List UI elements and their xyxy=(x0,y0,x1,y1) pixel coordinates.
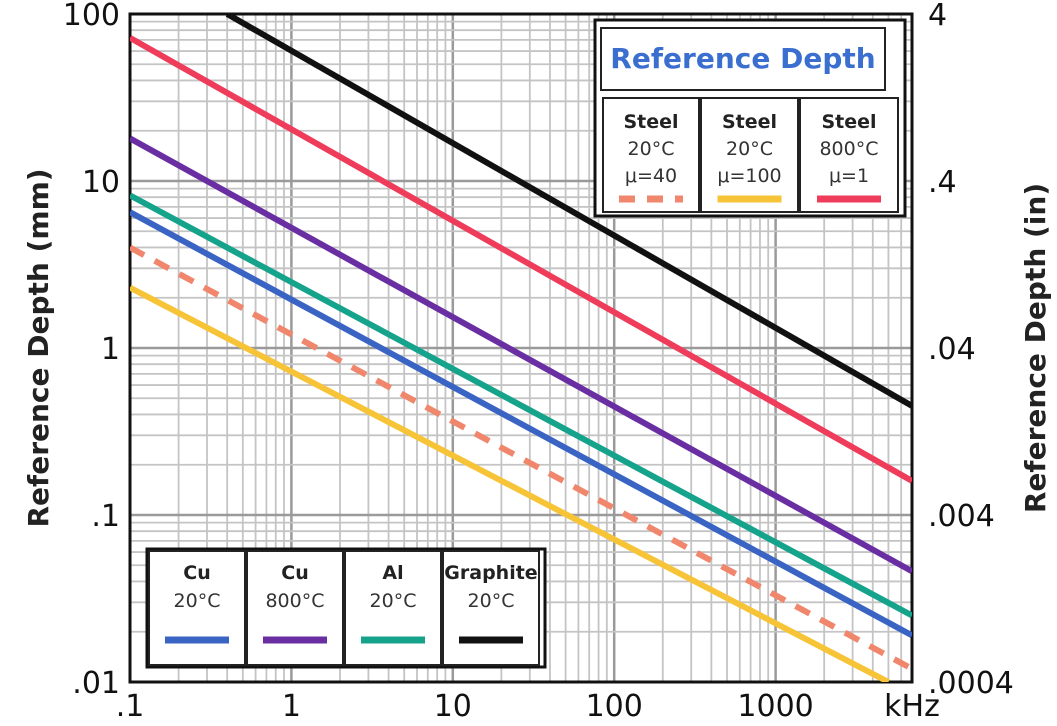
legend-top-line1: Steel xyxy=(722,111,777,133)
legend-top-cell xyxy=(602,97,700,213)
plot-border xyxy=(128,12,914,684)
legend-top-cell xyxy=(700,97,799,213)
x-tick-label: 1000 xyxy=(737,689,813,724)
series-line-steel-20-c-40 xyxy=(130,244,912,672)
y-tick-label: .1 xyxy=(91,499,120,534)
series-line-graphite-20-c xyxy=(225,14,912,409)
y-tick-label: 100 xyxy=(63,0,120,33)
legend-top-line1: Steel xyxy=(623,111,678,133)
series-line-steel-800-c-1 xyxy=(130,35,912,484)
legend-top: Reference Depth Steel 20°C μ=40 Steel 20°C μ=1… xyxy=(593,18,907,218)
legend-bottom-line1: Al xyxy=(382,562,403,584)
y2-tick-label: 4 xyxy=(928,0,947,33)
legend-bottom-line2: 20°C xyxy=(468,590,515,612)
x-tick-label: 1 xyxy=(282,689,301,724)
legend-bottom-cell xyxy=(442,550,540,666)
legend-top-line3: μ=1 xyxy=(829,165,869,187)
y-tick-label: .01 xyxy=(72,666,120,701)
legend-bottom-cell xyxy=(246,550,344,666)
series-line-steel-20-c-100 xyxy=(130,284,890,682)
series-line-al-20-c xyxy=(130,192,912,619)
legend-top-line3: μ=100 xyxy=(717,165,781,187)
x-unit-label: kHz xyxy=(884,689,940,724)
legend-bottom-line2: 800°C xyxy=(265,590,324,612)
legend-top-line2: 20°C xyxy=(726,138,773,160)
legend-bottom-line1: Cu xyxy=(183,562,210,584)
legend-bottom-cell xyxy=(344,550,442,666)
x-tick-label: 10 xyxy=(434,689,472,724)
legend-bottom: Cu 20°C Cu 800°C Al 20°C Graphite 20°C xyxy=(145,547,547,669)
legend-bottom-line1: Graphite xyxy=(444,562,537,584)
legend-top-line2: 800°C xyxy=(819,138,878,160)
x-tick-label: 100 xyxy=(586,689,643,724)
legend-top-line2: 20°C xyxy=(628,138,675,160)
x-tick-label: .1 xyxy=(116,689,145,724)
series-lines xyxy=(130,14,912,682)
series-line-cu-800-c xyxy=(130,135,912,574)
chart-title: Reference Depth xyxy=(610,42,875,75)
legend-top-cell xyxy=(799,97,899,213)
y2-tick-label: .004 xyxy=(928,499,995,534)
legend-top-line3: μ=40 xyxy=(625,165,677,187)
y-tick-label: 1 xyxy=(101,332,120,367)
y-axis-title: Reference Depth (mm) xyxy=(22,168,55,527)
series-line-cu-20-c xyxy=(130,209,912,639)
legend-title-box xyxy=(600,27,886,91)
y2-axis-title: Reference Depth (in) xyxy=(1019,183,1052,513)
legend-bottom-line1: Cu xyxy=(281,562,308,584)
y2-tick-label: .4 xyxy=(928,165,957,200)
y2-tick-label: .04 xyxy=(928,332,976,367)
legend-bottom-line2: 20°C xyxy=(370,590,417,612)
y-tick-label: 10 xyxy=(82,165,120,200)
y2-tick-label: .0004 xyxy=(928,666,1014,701)
legend-top-line1: Steel xyxy=(821,111,876,133)
legend-bottom-cell xyxy=(148,550,246,666)
legend-bottom-line2: 20°C xyxy=(174,590,221,612)
